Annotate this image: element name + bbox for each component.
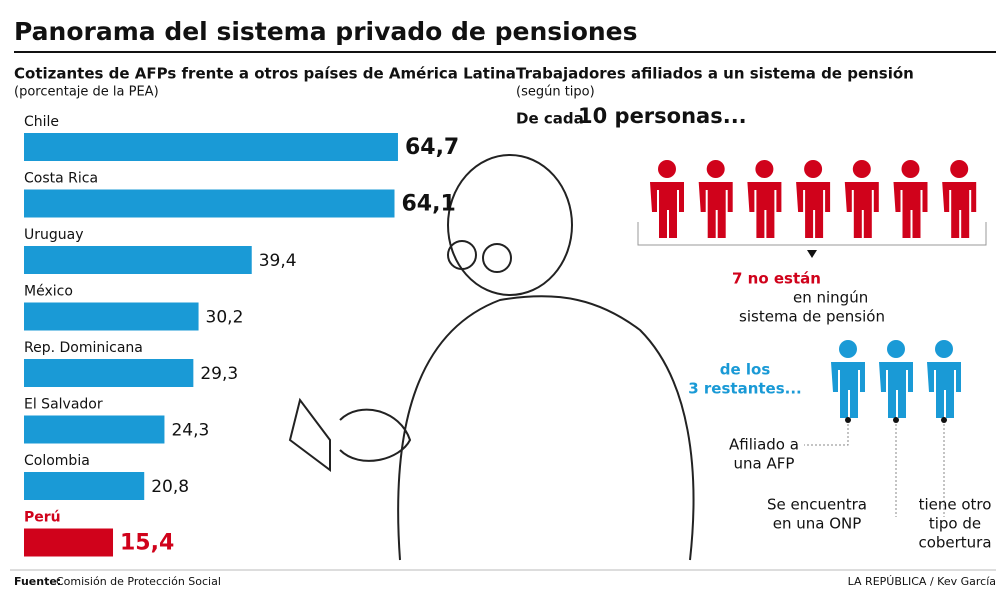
person-icon: [893, 160, 928, 238]
head: [852, 160, 871, 178]
person-icon: [698, 160, 733, 238]
source: Comisión de Protección Social: [56, 575, 221, 588]
bar: [24, 302, 199, 331]
head: [950, 160, 969, 178]
head: [804, 160, 823, 178]
value-label: 64,7: [405, 135, 459, 160]
bar: [24, 472, 145, 500]
pict-label: 7 no están: [732, 270, 821, 288]
person-icon: [942, 160, 977, 238]
body: [942, 182, 977, 238]
value-label: 29,3: [200, 364, 238, 384]
body: [831, 362, 865, 418]
head: [839, 340, 857, 358]
head: [755, 160, 774, 178]
bar: [24, 133, 398, 161]
bracket: [637, 222, 987, 246]
person-icon: [831, 340, 865, 418]
body: [927, 362, 961, 418]
pict-subtitle: (según tipo): [516, 85, 595, 100]
source-label: Fuente:: [14, 575, 61, 588]
category-label: Se encuentra: [767, 496, 867, 514]
head: [887, 340, 905, 358]
head: [706, 160, 725, 178]
person-icon: [650, 160, 684, 238]
bar-title: Cotizantes de AFPs frente a otros países…: [14, 65, 516, 83]
body: [747, 182, 782, 238]
bar: [24, 528, 114, 557]
pict-label: 3 restantes...: [688, 380, 802, 398]
body: [879, 362, 913, 418]
category-label: tipo de: [929, 515, 981, 533]
value-label: 15,4: [120, 531, 174, 556]
leader: [804, 424, 849, 446]
value-label: 24,3: [171, 421, 209, 441]
category-label: tiene otro: [919, 496, 992, 514]
body: [796, 182, 831, 238]
category-label: en una ONP: [773, 515, 862, 533]
value-label: 30,2: [206, 308, 244, 328]
value-label: 64,1: [401, 192, 455, 217]
category-label: una AFP: [734, 455, 795, 473]
illustration: [288, 154, 695, 561]
dot: [893, 417, 899, 423]
category-label: Rep. Dominicana: [24, 340, 143, 356]
body: [844, 182, 879, 238]
bar-subtitle: (porcentaje de la PEA): [14, 85, 159, 100]
pict-title: Trabajadores afiliados a un sistema de p…: [516, 65, 914, 83]
title: Panorama del sistema privado de pensione…: [14, 17, 638, 46]
category-label: cobertura: [918, 534, 991, 552]
category-label: Costa Rica: [24, 171, 98, 187]
person-icon: [747, 160, 782, 238]
category-label: Afiliado a: [729, 436, 799, 454]
person-icon: [796, 160, 831, 238]
pict-label: en ningún: [793, 289, 868, 307]
bar: [24, 189, 395, 218]
credit: LA REPÚBLICA / Kev García: [848, 575, 996, 588]
category-label: México: [24, 284, 73, 300]
pict-intro: De cada: [516, 110, 584, 128]
body: [650, 182, 684, 238]
dot: [941, 417, 947, 423]
body: [698, 182, 733, 238]
pointer: [807, 250, 817, 258]
head: [935, 340, 953, 358]
value-label: 20,8: [151, 477, 189, 497]
person-icon: [844, 160, 879, 238]
pict-label: de los: [720, 361, 771, 379]
bar: [24, 415, 165, 444]
pict-intro: 10 personas...: [578, 104, 747, 128]
category-label: Colombia: [24, 453, 90, 469]
category-label: Uruguay: [24, 227, 84, 243]
category-label: El Salvador: [24, 397, 103, 413]
body: [893, 182, 928, 238]
bar: [24, 359, 194, 387]
pict-label: sistema de pensión: [739, 308, 885, 326]
value-label: 39,4: [259, 251, 297, 271]
category-label: Perú: [24, 510, 61, 526]
person-icon: [879, 340, 913, 418]
head: [901, 160, 920, 178]
bar: [24, 246, 252, 274]
person-icon: [927, 340, 961, 418]
dot: [845, 417, 851, 423]
category-label: Chile: [24, 114, 59, 130]
head: [658, 160, 676, 178]
